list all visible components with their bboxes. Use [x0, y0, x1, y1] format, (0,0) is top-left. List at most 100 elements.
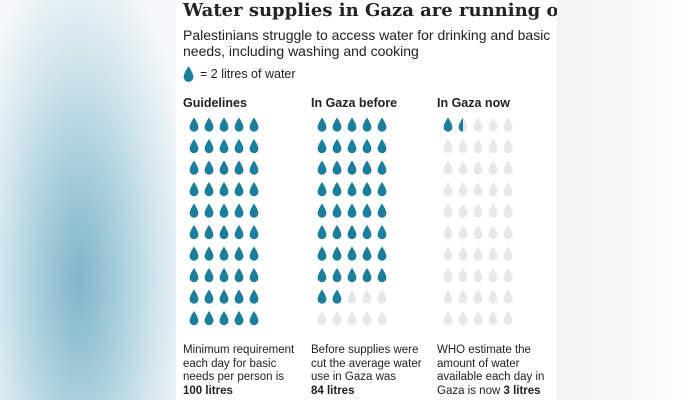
water-drop-filled [377, 160, 387, 175]
water-drop-empty [473, 311, 483, 326]
water-drop-filled [204, 289, 214, 304]
water-drop-filled [443, 117, 453, 132]
water-drop-empty [443, 289, 453, 304]
caption-now: WHO estimate the amount of water availab… [437, 344, 555, 398]
water-drop-filled [219, 225, 229, 240]
water-drop-empty [503, 117, 513, 132]
background-photo-left [0, 0, 176, 400]
legend-label: = 2 litres of water [200, 67, 296, 81]
water-drop-empty [458, 182, 468, 197]
water-drop-filled [347, 225, 357, 240]
water-drop-filled [219, 160, 229, 175]
water-drop-filled [219, 268, 229, 283]
water-drop-filled [332, 117, 342, 132]
water-drop-filled [362, 139, 372, 154]
water-drop-filled [362, 268, 372, 283]
water-drop-filled [332, 203, 342, 218]
water-drop-empty [503, 246, 513, 261]
water-drop-filled [362, 246, 372, 261]
water-drop-filled [377, 139, 387, 154]
water-drop-filled [362, 160, 372, 175]
water-drop-filled [189, 246, 199, 261]
water-drop-filled [377, 246, 387, 261]
water-drop-filled [189, 289, 199, 304]
water-drop-empty [503, 203, 513, 218]
water-drop-empty [503, 311, 513, 326]
water-drop-empty [488, 311, 498, 326]
water-drop-filled [249, 246, 259, 261]
water-drop-filled [219, 117, 229, 132]
water-drop-empty [458, 160, 468, 175]
water-drop-filled [234, 289, 244, 304]
water-drop-filled [347, 117, 357, 132]
caption-line: cut the average water [311, 357, 422, 370]
water-drop-filled [377, 203, 387, 218]
water-drop-filled [204, 311, 214, 326]
water-drop-filled [234, 117, 244, 132]
water-drop-filled [219, 139, 229, 154]
water-drop-filled [332, 182, 342, 197]
water-drop-empty [443, 139, 453, 154]
water-drop-filled [234, 246, 244, 261]
caption-line: use in Gaza was [311, 371, 397, 383]
value-label-guidelines: 100 litres [183, 384, 233, 397]
drop-grid-guidelines [189, 117, 259, 326]
water-drop-empty [362, 289, 372, 304]
drop-grid-now [443, 117, 513, 326]
infographic-title: Water supplies in Gaza are running out [183, 0, 557, 21]
water-drop-empty [473, 225, 483, 240]
water-drop-filled [347, 139, 357, 154]
water-drop-empty [377, 289, 387, 304]
water-drop-filled [377, 117, 387, 132]
water-drop-filled [317, 182, 327, 197]
water-drop-filled [347, 268, 357, 283]
caption-line: needs per person is [183, 371, 285, 383]
water-drop-filled [377, 268, 387, 283]
water-drop-empty [377, 311, 387, 326]
water-drop-empty [443, 225, 453, 240]
caption-line: available each day in [437, 371, 545, 383]
water-drop-filled [332, 246, 342, 261]
water-drop-filled [377, 225, 387, 240]
water-drop-empty [458, 289, 468, 304]
infographic-subtitle: Palestinians struggle to access water fo… [183, 27, 551, 59]
water-drop-filled [317, 268, 327, 283]
caption-line: each day for basic [183, 357, 277, 370]
water-drop-filled [204, 225, 214, 240]
water-drop-empty [317, 311, 327, 326]
water-drop-filled [362, 182, 372, 197]
water-drop-filled [332, 160, 342, 175]
drop-grid-before [317, 117, 387, 326]
water-drop-filled [317, 160, 327, 175]
water-drop-empty [332, 311, 342, 326]
water-drop-empty [488, 117, 498, 132]
water-drop-filled [204, 203, 214, 218]
caption-line: Before supplies were [311, 344, 419, 356]
water-drop-filled [234, 268, 244, 283]
water-drop-filled [347, 246, 357, 261]
caption-before: Before supplies were cut the average wat… [311, 344, 431, 398]
water-drop-filled [317, 117, 327, 132]
water-drop-filled [219, 289, 229, 304]
water-drop-empty [473, 289, 483, 304]
column-header-now: In Gaza now [437, 96, 510, 110]
legend: = 2 litres of water [183, 64, 296, 84]
caption-line: WHO estimate the [437, 344, 531, 356]
water-drop-filled [234, 160, 244, 175]
water-drop-filled [249, 311, 259, 326]
caption-guidelines: Minimum requirement each day for basic n… [183, 344, 303, 398]
water-drop-empty [443, 203, 453, 218]
water-drop-icon [183, 66, 194, 82]
water-drop-filled [219, 182, 229, 197]
water-drop-empty [488, 225, 498, 240]
value-label-now: 3 litres [503, 384, 541, 397]
water-drop-filled [249, 160, 259, 175]
water-drop-empty [473, 268, 483, 283]
water-drop-filled [332, 139, 342, 154]
water-drop-filled [189, 203, 199, 218]
water-drop-empty [488, 139, 498, 154]
water-drop-filled [332, 268, 342, 283]
water-drop-filled [362, 203, 372, 218]
water-drop-filled [234, 203, 244, 218]
water-drop-filled [189, 139, 199, 154]
